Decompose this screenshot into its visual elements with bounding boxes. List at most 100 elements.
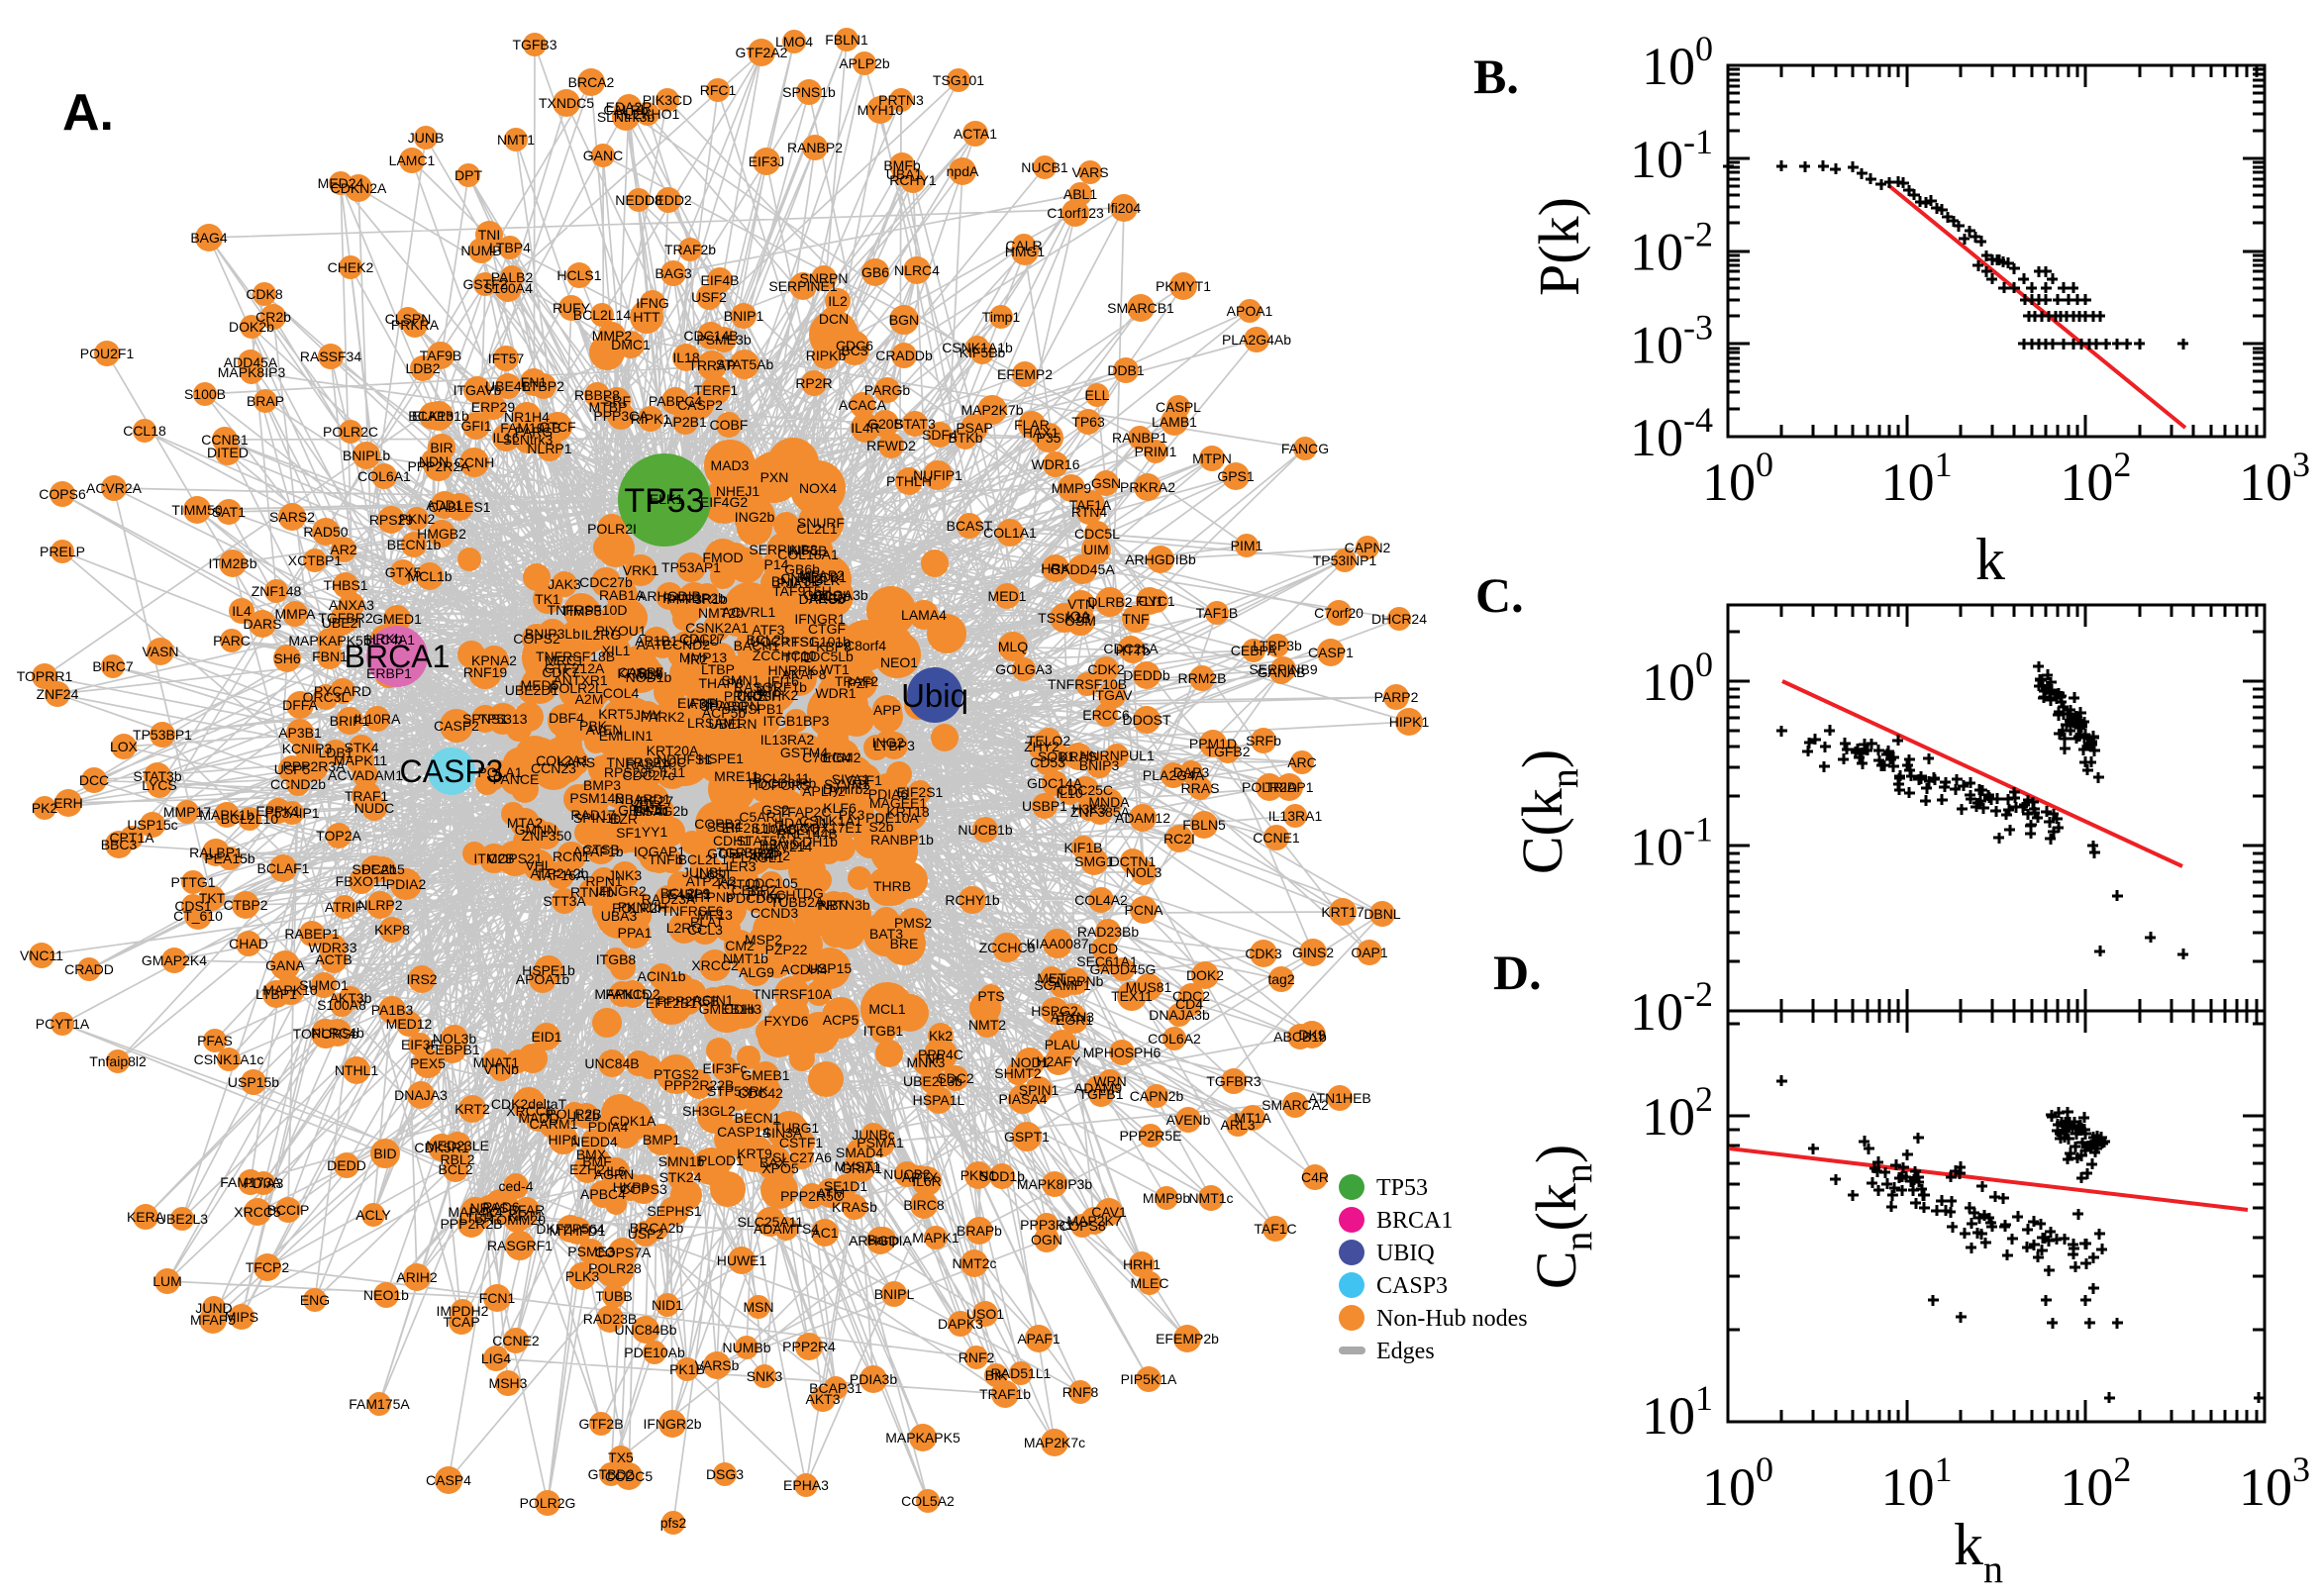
svg-text:RPN1: RPN1 xyxy=(585,873,623,889)
svg-text:NOX4: NOX4 xyxy=(799,480,837,496)
svg-text:TP53: TP53 xyxy=(624,482,704,520)
svg-text:CR2b: CR2b xyxy=(255,309,291,325)
svg-text:TAF16A: TAF16A xyxy=(536,867,586,883)
svg-text:SPIN1: SPIN1 xyxy=(1019,1082,1060,1098)
svg-text:ADD1: ADD1 xyxy=(426,497,463,513)
svg-text:FMOD: FMOD xyxy=(702,549,743,565)
svg-text:ITGB1: ITGB1 xyxy=(863,1023,904,1039)
svg-text:FAM175A: FAM175A xyxy=(349,1396,410,1412)
svg-text:PARK2: PARK2 xyxy=(641,709,685,725)
svg-text:KRT2: KRT2 xyxy=(454,1101,490,1117)
svg-text:ABL1: ABL1 xyxy=(1063,186,1097,202)
svg-text:ITGB8: ITGB8 xyxy=(596,951,637,967)
svg-text:BAX: BAX xyxy=(759,1154,788,1170)
svg-text:ARL3: ARL3 xyxy=(1220,1117,1255,1133)
svg-text:BRIP1: BRIP1 xyxy=(330,713,370,729)
svg-text:RNF144B: RNF144B xyxy=(776,826,837,842)
svg-text:GB6: GB6 xyxy=(861,264,889,280)
svg-text:SMN1: SMN1 xyxy=(722,672,760,688)
svg-text:DEDD2: DEDD2 xyxy=(645,192,692,208)
svg-text:PBK: PBK xyxy=(579,718,608,734)
svg-text:ERH: ERH xyxy=(53,795,83,811)
svg-text:RNF2: RNF2 xyxy=(959,1349,995,1365)
svg-text:TP53: TP53 xyxy=(1376,1175,1428,1201)
svg-text:Ifi204: Ifi204 xyxy=(1107,200,1141,216)
svg-text:MED5: MED5 xyxy=(521,677,559,693)
svg-text:k: k xyxy=(1975,527,2005,592)
svg-text:C8orf4: C8orf4 xyxy=(845,638,886,653)
svg-text:LIG4: LIG4 xyxy=(481,1350,512,1366)
svg-text:PDIA3: PDIA3 xyxy=(244,1175,284,1191)
svg-text:TIMP3: TIMP3 xyxy=(560,603,601,619)
svg-text:GINS2: GINS2 xyxy=(1292,945,1334,960)
svg-text:ACIN1b: ACIN1b xyxy=(637,968,685,984)
svg-text:CALRb: CALRb xyxy=(603,102,648,118)
svg-text:TOP2A: TOP2A xyxy=(316,828,361,844)
svg-text:MCL1: MCL1 xyxy=(868,1001,906,1017)
svg-text:KLF6: KLF6 xyxy=(823,800,857,816)
svg-text:GSN: GSN xyxy=(1091,475,1121,491)
svg-text:UIM: UIM xyxy=(1083,542,1109,557)
svg-text:SEPHS1: SEPHS1 xyxy=(647,1203,701,1219)
svg-text:EIF4B: EIF4B xyxy=(701,272,740,288)
svg-text:PPP3R1: PPP3R1 xyxy=(1020,1217,1073,1233)
svg-text:HRH1: HRH1 xyxy=(1123,1256,1161,1272)
svg-text:COL4A2: COL4A2 xyxy=(1074,892,1128,908)
svg-text:GTBD2: GTBD2 xyxy=(588,1466,635,1482)
svg-text:STT3A: STT3A xyxy=(543,893,586,909)
svg-text:FBN1: FBN1 xyxy=(312,648,348,664)
svg-text:CD53: CD53 xyxy=(1030,754,1065,770)
svg-text:GANC: GANC xyxy=(583,148,623,163)
svg-text:SDC2b: SDC2b xyxy=(352,861,396,877)
svg-text:TAF1A: TAF1A xyxy=(1069,497,1112,513)
svg-text:SPNS1b: SPNS1b xyxy=(782,84,836,100)
svg-text:CDC14B: CDC14B xyxy=(683,328,738,344)
svg-text:BIRC7: BIRC7 xyxy=(92,658,133,674)
svg-text:UBIQ: UBIQ xyxy=(1376,1241,1435,1266)
svg-text:EIF4G2: EIF4G2 xyxy=(700,494,748,510)
svg-text:ERP29: ERP29 xyxy=(471,399,516,415)
svg-text:DLRB2: DLRB2 xyxy=(1087,594,1132,610)
svg-text:MAP2: MAP2 xyxy=(753,848,790,863)
svg-text:RNF8: RNF8 xyxy=(1062,1384,1099,1400)
svg-text:GPS1: GPS1 xyxy=(1217,468,1255,484)
svg-text:PTS: PTS xyxy=(977,988,1004,1004)
svg-text:PRKRA2: PRKRA2 xyxy=(1120,479,1175,495)
svg-text:PPP2R4: PPP2R4 xyxy=(782,1339,836,1354)
svg-text:IRS2: IRS2 xyxy=(406,971,437,987)
svg-text:NUFIP1: NUFIP1 xyxy=(913,467,962,483)
svg-text:PLA2G4Ab: PLA2G4Ab xyxy=(1222,332,1291,348)
svg-text:CTSB: CTSB xyxy=(582,842,619,857)
svg-text:CCND3: CCND3 xyxy=(751,905,798,921)
svg-text:PPP3CA: PPP3CA xyxy=(593,408,649,424)
svg-text:MAP2K7c: MAP2K7c xyxy=(1024,1435,1085,1450)
svg-text:SHMT2: SHMT2 xyxy=(994,1065,1042,1081)
svg-text:DEDDb: DEDDb xyxy=(1123,667,1170,683)
svg-text:SH6: SH6 xyxy=(273,650,300,666)
svg-text:USP2: USP2 xyxy=(628,1226,664,1242)
svg-text:POLR2C: POLR2C xyxy=(323,424,378,440)
svg-text:HNRNPUL1: HNRNPUL1 xyxy=(1079,748,1155,763)
svg-text:PCYT1A: PCYT1A xyxy=(36,1016,90,1032)
svg-text:COPB2: COPB2 xyxy=(694,816,742,832)
svg-text:GSPT1: GSPT1 xyxy=(1004,1129,1050,1145)
svg-text:MSN: MSN xyxy=(743,1299,773,1315)
svg-text:B.: B. xyxy=(1473,49,1519,104)
svg-text:BCL2L9: BCL2L9 xyxy=(660,885,711,901)
svg-text:CASPL: CASPL xyxy=(1156,399,1201,415)
svg-text:WRN: WRN xyxy=(1093,1073,1126,1089)
svg-text:FBLN5: FBLN5 xyxy=(1182,817,1226,833)
svg-text:AKT3b: AKT3b xyxy=(330,990,372,1006)
svg-text:SMN1b: SMN1b xyxy=(658,1153,705,1169)
svg-text:BCAP31b: BCAP31b xyxy=(408,408,469,424)
svg-text:BTKb: BTKb xyxy=(948,430,982,446)
svg-text:ING2b: ING2b xyxy=(735,509,775,525)
svg-text:BCL2L14: BCL2L14 xyxy=(573,307,632,323)
svg-text:SF1: SF1 xyxy=(616,825,642,841)
svg-text:CHAD: CHAD xyxy=(229,936,268,951)
svg-text:HCLS1: HCLS1 xyxy=(556,267,601,283)
svg-text:ACACA: ACACA xyxy=(839,397,887,413)
svg-text:TAF9B: TAF9B xyxy=(420,348,462,363)
svg-text:MED12: MED12 xyxy=(386,1016,433,1032)
svg-text:POU2F1: POU2F1 xyxy=(80,346,135,361)
